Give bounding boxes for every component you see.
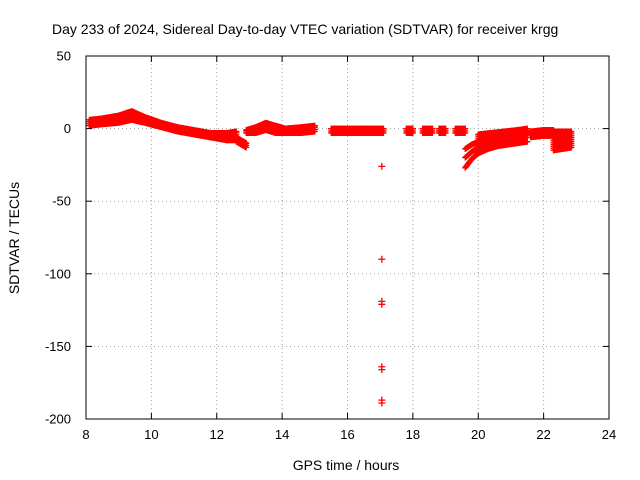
data-band xyxy=(233,134,250,151)
data-point xyxy=(409,125,416,132)
y-tick-label: 50 xyxy=(57,49,71,64)
data-point xyxy=(442,125,449,132)
data-band xyxy=(550,128,575,154)
data-point xyxy=(524,125,531,132)
y-axis-label: SDTVAR / TECUs xyxy=(6,182,22,294)
data-band xyxy=(328,125,387,136)
data-curve xyxy=(462,134,531,161)
outlier-point xyxy=(378,300,386,308)
outlier-point xyxy=(378,366,386,374)
x-tick-label: 8 xyxy=(82,427,89,442)
data-band xyxy=(452,125,469,136)
data-point xyxy=(462,125,469,132)
data-band xyxy=(436,125,449,136)
data-point xyxy=(568,128,575,135)
y-tick-label: -100 xyxy=(45,266,71,281)
x-tick-label: 24 xyxy=(602,427,616,442)
x-axis-ticks: 8 10 12 14 16 18 20 22 24 xyxy=(82,56,616,442)
x-tick-label: 12 xyxy=(210,427,224,442)
x-tick-label: 22 xyxy=(536,427,550,442)
data-point xyxy=(233,128,240,135)
data-point xyxy=(311,122,318,129)
x-tick-label: 20 xyxy=(471,427,485,442)
y-tick-label: -200 xyxy=(45,412,71,427)
x-tick-label: 18 xyxy=(406,427,420,442)
x-tick-label: 10 xyxy=(144,427,158,442)
y-tick-label: 0 xyxy=(64,121,71,136)
data-band xyxy=(403,125,416,136)
data-band xyxy=(86,108,240,144)
data-band xyxy=(243,119,318,136)
outlier-point xyxy=(378,255,386,263)
series-SDTVAR xyxy=(86,108,575,407)
outlier-point xyxy=(378,162,386,170)
data-curve xyxy=(462,131,531,152)
data-point xyxy=(380,125,387,132)
y-tick-label: -150 xyxy=(45,339,71,354)
data-band xyxy=(527,127,557,141)
x-tick-label: 16 xyxy=(340,427,354,442)
data-point xyxy=(429,125,436,132)
x-axis-label: GPS time / hours xyxy=(293,457,400,473)
outlier-point xyxy=(378,399,386,407)
data-point xyxy=(243,140,250,147)
data-point xyxy=(524,131,531,138)
y-tick-label: -50 xyxy=(52,194,71,209)
chart-title: Day 233 of 2024, Sidereal Day-to-day VTE… xyxy=(52,21,558,37)
x-tick-label: 14 xyxy=(275,427,289,442)
series-layer xyxy=(86,108,575,407)
data-band xyxy=(419,125,436,136)
y-axis-ticks: 50 0 -50 -100 -150 -200 xyxy=(45,49,609,427)
